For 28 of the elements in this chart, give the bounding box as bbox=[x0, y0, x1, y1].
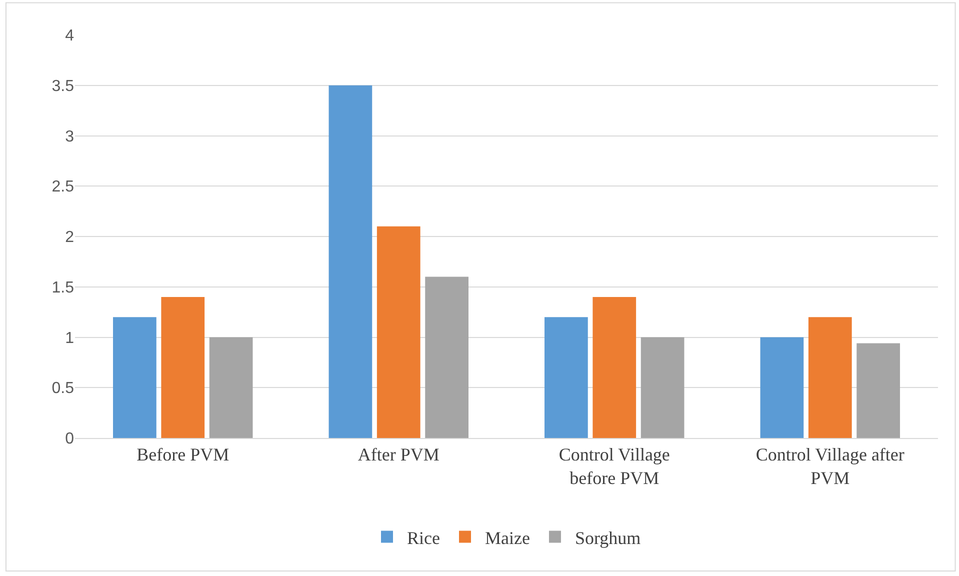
y-tick-label: 1.5 bbox=[52, 279, 74, 296]
bar bbox=[328, 85, 372, 438]
x-tick-label: Control Village before PVM bbox=[558, 444, 670, 488]
x-tick-label: After PVM bbox=[358, 444, 440, 465]
y-tick-label: 0 bbox=[65, 430, 74, 448]
y-tick-label: 4 bbox=[65, 28, 74, 45]
y-tick-label: 2.5 bbox=[52, 178, 74, 196]
legend-label: Maize bbox=[485, 528, 530, 548]
y-tick-label: 3.5 bbox=[52, 78, 74, 95]
bar bbox=[856, 343, 900, 438]
bar bbox=[376, 226, 420, 438]
y-tick-label: 1 bbox=[65, 330, 74, 347]
bar bbox=[544, 317, 588, 438]
y-tick-label: 2 bbox=[65, 229, 74, 246]
bar bbox=[760, 337, 804, 438]
legend-label: Rice bbox=[407, 528, 440, 548]
bar bbox=[640, 337, 684, 438]
bar bbox=[209, 337, 253, 438]
bar bbox=[592, 296, 636, 438]
bar bbox=[808, 317, 852, 438]
y-tick-label: 3 bbox=[65, 128, 74, 146]
bar bbox=[113, 317, 156, 438]
legend-label: Sorghum bbox=[574, 528, 641, 548]
x-tick-label: Before PVM bbox=[136, 444, 230, 465]
y-tick-label: 0.5 bbox=[52, 380, 74, 398]
x-tick-label: Control Village after PVM bbox=[756, 444, 904, 488]
bar bbox=[161, 296, 205, 438]
bar bbox=[425, 276, 468, 438]
